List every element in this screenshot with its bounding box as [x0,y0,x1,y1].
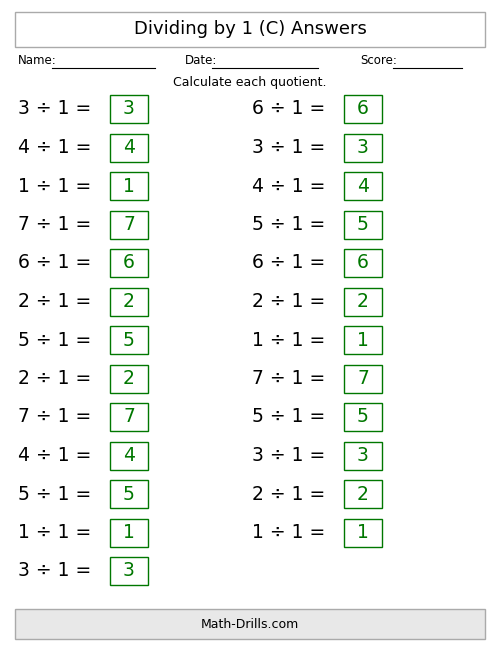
FancyBboxPatch shape [110,95,148,123]
Text: 5 ÷ 1 =: 5 ÷ 1 = [18,331,91,349]
FancyBboxPatch shape [110,249,148,277]
FancyBboxPatch shape [110,364,148,393]
FancyBboxPatch shape [15,609,485,639]
Text: 2 ÷ 1 =: 2 ÷ 1 = [252,485,325,503]
Text: 3: 3 [123,100,135,118]
FancyBboxPatch shape [110,557,148,585]
FancyBboxPatch shape [344,210,382,239]
Text: 7: 7 [123,215,135,234]
FancyBboxPatch shape [344,403,382,431]
FancyBboxPatch shape [344,441,382,470]
FancyBboxPatch shape [344,364,382,393]
Text: 4 ÷ 1 =: 4 ÷ 1 = [18,138,92,157]
Text: Name:: Name: [18,54,57,67]
Text: Math-Drills.com: Math-Drills.com [201,617,299,630]
Text: 1: 1 [123,177,135,195]
Text: 2: 2 [123,369,135,388]
Text: Calculate each quotient.: Calculate each quotient. [174,76,327,89]
Text: 5: 5 [123,485,135,503]
Text: 1: 1 [357,523,369,542]
Text: 5: 5 [357,215,369,234]
Text: 2: 2 [357,292,369,311]
FancyBboxPatch shape [110,518,148,547]
Text: 2: 2 [357,485,369,503]
Text: 3 ÷ 1 =: 3 ÷ 1 = [252,138,325,157]
FancyBboxPatch shape [344,249,382,277]
Text: 4 ÷ 1 =: 4 ÷ 1 = [252,177,326,195]
FancyBboxPatch shape [344,172,382,200]
Text: 6: 6 [357,254,369,272]
Text: 3: 3 [357,446,369,465]
Text: 2: 2 [123,292,135,311]
FancyBboxPatch shape [344,133,382,162]
Text: 7 ÷ 1 =: 7 ÷ 1 = [18,408,91,426]
Text: 6: 6 [357,100,369,118]
Text: 6 ÷ 1 =: 6 ÷ 1 = [18,254,91,272]
Text: 5: 5 [123,331,135,349]
FancyBboxPatch shape [15,12,485,47]
FancyBboxPatch shape [344,326,382,354]
FancyBboxPatch shape [110,403,148,431]
Text: 5 ÷ 1 =: 5 ÷ 1 = [252,408,325,426]
Text: Date:: Date: [185,54,218,67]
Text: 3: 3 [123,562,135,580]
Text: 1 ÷ 1 =: 1 ÷ 1 = [252,523,325,542]
Text: 4: 4 [123,138,135,157]
FancyBboxPatch shape [110,172,148,200]
Text: 6 ÷ 1 =: 6 ÷ 1 = [252,254,325,272]
Text: 6 ÷ 1 =: 6 ÷ 1 = [252,100,325,118]
Text: 6: 6 [123,254,135,272]
Text: 7 ÷ 1 =: 7 ÷ 1 = [18,215,91,234]
Text: 5 ÷ 1 =: 5 ÷ 1 = [18,485,91,503]
FancyBboxPatch shape [344,518,382,547]
Text: 2 ÷ 1 =: 2 ÷ 1 = [18,369,91,388]
Text: 5 ÷ 1 =: 5 ÷ 1 = [252,215,325,234]
Text: 2 ÷ 1 =: 2 ÷ 1 = [252,292,325,311]
Text: 3 ÷ 1 =: 3 ÷ 1 = [18,562,91,580]
Text: 1 ÷ 1 =: 1 ÷ 1 = [18,523,91,542]
Text: Dividing by 1 (C) Answers: Dividing by 1 (C) Answers [134,21,366,39]
Text: Score:: Score: [360,54,397,67]
Text: 7: 7 [357,369,369,388]
FancyBboxPatch shape [344,287,382,316]
Text: 5: 5 [357,408,369,426]
Text: 7: 7 [123,408,135,426]
FancyBboxPatch shape [110,480,148,508]
Text: 1 ÷ 1 =: 1 ÷ 1 = [252,331,325,349]
FancyBboxPatch shape [344,95,382,123]
FancyBboxPatch shape [110,287,148,316]
FancyBboxPatch shape [110,441,148,470]
Text: 4 ÷ 1 =: 4 ÷ 1 = [18,446,92,465]
FancyBboxPatch shape [110,210,148,239]
Text: 4: 4 [357,177,369,195]
Text: 3 ÷ 1 =: 3 ÷ 1 = [252,446,325,465]
FancyBboxPatch shape [110,133,148,162]
Text: 1: 1 [357,331,369,349]
Text: 1 ÷ 1 =: 1 ÷ 1 = [18,177,91,195]
Text: 3 ÷ 1 =: 3 ÷ 1 = [18,100,91,118]
Text: 7 ÷ 1 =: 7 ÷ 1 = [252,369,325,388]
FancyBboxPatch shape [344,480,382,508]
Text: 4: 4 [123,446,135,465]
Text: 1: 1 [123,523,135,542]
Text: 3: 3 [357,138,369,157]
FancyBboxPatch shape [110,326,148,354]
Text: 2 ÷ 1 =: 2 ÷ 1 = [18,292,91,311]
